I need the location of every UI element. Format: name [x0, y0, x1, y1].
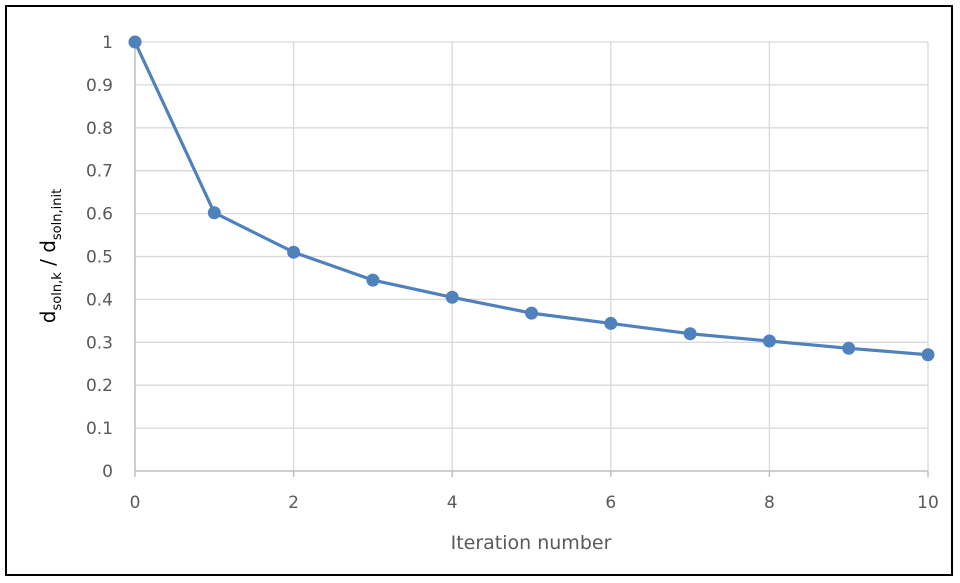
gridlines: [135, 41, 929, 471]
y-axis-title-part2: d: [36, 240, 60, 253]
y-tick-label: 0.4: [86, 290, 113, 310]
data-point: [287, 245, 301, 259]
y-tick-label: 0.6: [86, 205, 113, 225]
data-point: [604, 316, 618, 330]
data-point: [366, 273, 380, 287]
data-point: [762, 334, 776, 348]
x-tick-label: 8: [764, 493, 775, 513]
y-tick-label: 1: [102, 33, 113, 53]
x-tick-label: 6: [605, 493, 616, 513]
series-layer: [128, 35, 935, 362]
y-tick-label: 0.2: [86, 376, 113, 396]
tick-labels: 00.10.20.30.40.50.60.70.80.910 2 4 6 8 10: [86, 33, 939, 513]
y-tick-label: 0.7: [86, 162, 113, 182]
x-tick-label: 0: [130, 493, 141, 513]
y-axis-title-part1: d: [36, 310, 60, 323]
x-tick-label: 10: [917, 493, 939, 513]
y-tick-label: 0.1: [86, 419, 113, 439]
data-point: [525, 306, 538, 320]
y-tick-label: 0.8: [86, 119, 113, 139]
y-tick-label: 0.3: [86, 333, 113, 353]
y-axis-title-sep: /: [36, 253, 60, 272]
data-point: [445, 290, 459, 304]
data-point: [207, 206, 221, 220]
y-tick-label: 0.5: [86, 248, 113, 268]
data-point: [128, 35, 142, 49]
x-axis-title: Iteration number: [451, 532, 612, 554]
y-axis-title-part2-sub: soln,init: [50, 189, 65, 240]
y-tick-label: 0.9: [86, 76, 113, 96]
x-tick-label: 4: [447, 493, 458, 513]
data-point: [842, 341, 856, 355]
data-point: [921, 348, 935, 362]
y-axis-title: dsoln,k / dsoln,init: [36, 189, 65, 323]
y-axis-title-part1-sub: soln,k: [50, 272, 65, 311]
axes: [134, 42, 929, 477]
data-point: [683, 327, 697, 341]
y-tick-label: 0: [102, 462, 113, 482]
x-tick-label: 2: [288, 493, 299, 513]
